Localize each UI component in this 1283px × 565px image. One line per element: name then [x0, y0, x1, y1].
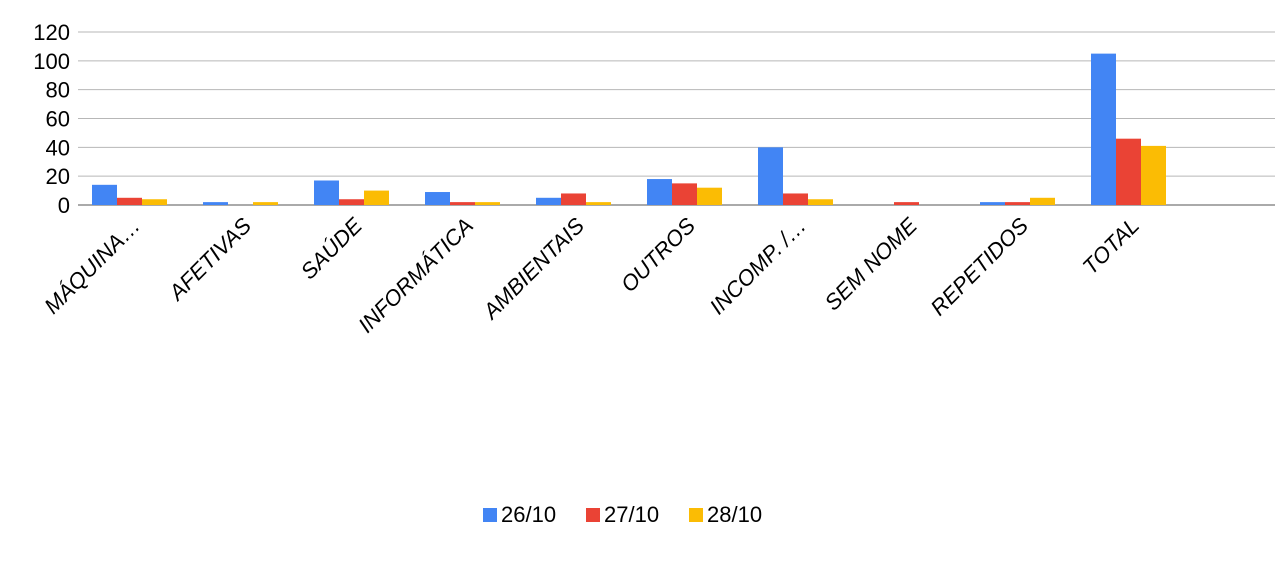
- y-tick-label: 60: [46, 107, 70, 132]
- bar: [647, 179, 672, 205]
- bar: [1116, 138, 1141, 205]
- bar: [92, 184, 117, 205]
- legend-label: 26/10: [501, 502, 556, 527]
- bar: [808, 199, 833, 205]
- bar: [253, 202, 278, 205]
- bar: [117, 197, 142, 205]
- bar: [1091, 53, 1116, 205]
- bar: [364, 190, 389, 205]
- x-category-label: AFETIVAS: [163, 213, 257, 307]
- legend-label: 28/10: [707, 502, 762, 527]
- gridlines: [78, 31, 1275, 206]
- bar: [536, 197, 561, 205]
- bars: [92, 53, 1166, 205]
- bar: [1141, 145, 1166, 205]
- x-category-label: TOTAL: [1078, 213, 1144, 279]
- x-category-label: REPETIDOS: [925, 213, 1033, 321]
- bar: [142, 199, 167, 205]
- y-tick-label: 20: [46, 164, 70, 189]
- bar: [203, 202, 228, 205]
- bar: [1030, 197, 1055, 205]
- bar: [758, 147, 783, 205]
- bar: [697, 187, 722, 205]
- x-category-label: SEM NOME: [820, 213, 923, 316]
- x-category-label: INFORMÁTICA: [353, 213, 478, 338]
- bar: [314, 180, 339, 205]
- bar: [339, 199, 364, 205]
- legend-swatch: [586, 508, 600, 522]
- x-category-label: OUTROS: [616, 213, 700, 297]
- legend-swatch: [689, 508, 703, 522]
- x-category-label: MÁQUINA…: [39, 213, 145, 319]
- bar: [894, 202, 919, 205]
- bar: [425, 192, 450, 205]
- y-tick-label: 80: [46, 78, 70, 103]
- y-tick-label: 40: [46, 135, 70, 160]
- legend-swatch: [483, 508, 497, 522]
- y-axis-tick-labels: 0 20 40 60 80 100 120: [33, 20, 70, 218]
- bar: [672, 183, 697, 205]
- legend: 26/10 27/10 28/10: [483, 502, 762, 527]
- bar: [561, 193, 586, 205]
- x-category-label: INCOMP. /…: [705, 213, 811, 319]
- bar: [783, 193, 808, 205]
- bar: [475, 202, 500, 205]
- bar: [980, 202, 1005, 205]
- y-tick-label: 120: [33, 20, 70, 45]
- y-tick-label: 0: [58, 193, 70, 218]
- legend-label: 27/10: [604, 502, 659, 527]
- bar: [586, 202, 611, 205]
- x-category-label: SAÚDE: [296, 213, 368, 285]
- bar: [1005, 202, 1030, 205]
- bar: [450, 202, 475, 205]
- y-tick-label: 100: [33, 49, 70, 74]
- x-category-label: AMBIENTAIS: [477, 213, 589, 325]
